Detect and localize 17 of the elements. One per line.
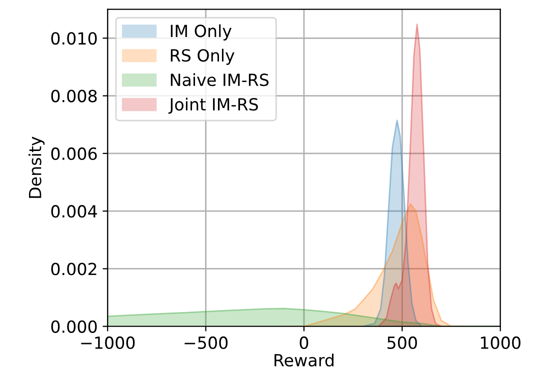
y-tick-label: 0.004 [51, 205, 97, 218]
y-tick-label: 0.000 [51, 320, 97, 333]
x-tick-label: 0 [300, 336, 308, 349]
y-tick-label: 0.006 [51, 147, 97, 160]
x-tick-label: 1000 [480, 336, 520, 349]
legend-label: RS Only [170, 48, 234, 65]
x-axis-title: Reward [274, 354, 334, 367]
y-tick-label: 0.008 [51, 90, 97, 102]
x-tick-label: 500 [388, 336, 417, 349]
legend-label: Joint IM-RS [168, 98, 258, 114]
y-tick-label: 0.010 [51, 32, 97, 45]
x-tick-label: −1000 [81, 336, 135, 349]
y-axis-title: Density [28, 136, 45, 198]
legend-label: IM Only [170, 24, 232, 40]
x-tick-label: −500 [184, 336, 228, 349]
legend-label: Naive IM-RS [170, 73, 269, 86]
y-tick-label: 0.002 [51, 262, 96, 276]
